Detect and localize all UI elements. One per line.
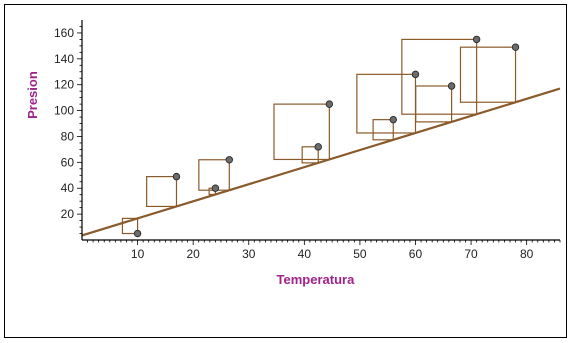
residual-square <box>273 103 330 161</box>
x-tick-label: 10 <box>131 247 145 261</box>
residual-square <box>459 46 517 103</box>
x-tick-label: 70 <box>464 247 478 261</box>
residual-square <box>146 175 178 208</box>
regression-line <box>81 87 561 237</box>
residual-square <box>301 146 319 164</box>
y-axis-label: Presion <box>25 71 40 119</box>
x-tick-label: 40 <box>298 247 312 261</box>
x-tick-label: 80 <box>520 247 534 261</box>
data-point <box>133 229 142 238</box>
x-tick-label: 30 <box>242 247 256 261</box>
residual-squares <box>121 38 517 235</box>
residual-square <box>401 38 478 115</box>
x-axis-label: Temperatura <box>277 272 356 287</box>
y-tick-label: 40 <box>61 181 75 195</box>
y-tick-label: 20 <box>61 207 75 221</box>
data-point <box>225 156 233 164</box>
y-tick-label: 80 <box>61 129 75 143</box>
data-point <box>389 115 397 124</box>
data-point <box>411 70 420 79</box>
chart-frame <box>4 4 567 338</box>
data-point <box>472 35 481 44</box>
x-tick-label: 60 <box>409 247 423 261</box>
data-point <box>211 184 220 192</box>
y-tick-label: 140 <box>54 52 74 66</box>
data-point <box>511 43 520 51</box>
residual-square <box>356 73 417 134</box>
y-tick-label: 100 <box>54 104 74 118</box>
residual-square <box>372 119 394 141</box>
y-ticks: 20 40 60 80 100 120 140 160 <box>54 26 82 234</box>
data-point <box>325 100 334 108</box>
data-point <box>172 172 181 181</box>
y-tick-label: 120 <box>54 78 74 92</box>
data-points <box>133 35 520 238</box>
x-ticks: 10 20 30 40 50 60 70 80 <box>87 240 561 261</box>
residual-square <box>415 85 453 123</box>
data-point <box>447 82 456 90</box>
x-tick-label: 50 <box>353 247 367 261</box>
y-tick-label: 160 <box>54 26 74 40</box>
residual-square <box>121 217 139 235</box>
x-tick-label: 20 <box>186 247 200 261</box>
data-point <box>314 143 322 151</box>
y-tick-label: 60 <box>61 155 75 169</box>
